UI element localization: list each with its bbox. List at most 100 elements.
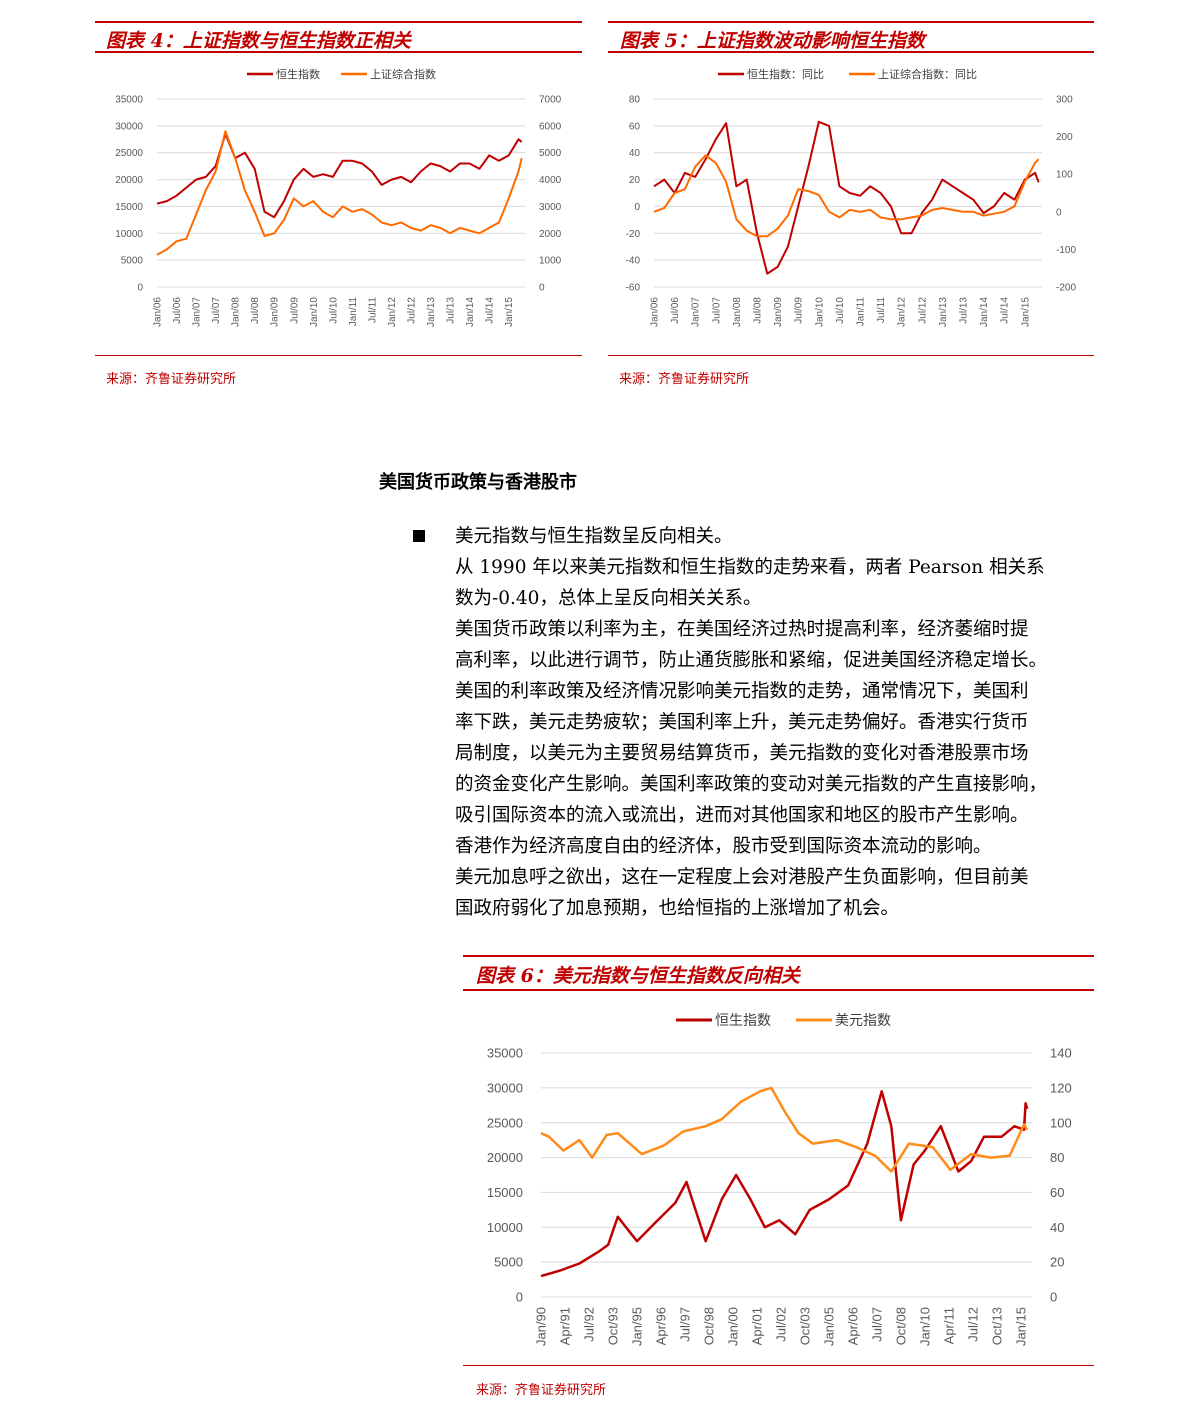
y-left-tick-label: 5000 — [121, 256, 144, 267]
x-tick-label: Jul/13 — [959, 297, 970, 324]
y-right-tick-label: -100 — [1056, 245, 1076, 256]
y-right-tick-label: 300 — [1056, 95, 1073, 106]
y-right-tick-label: 20 — [1050, 1255, 1064, 1270]
y-left-tick-label: 80 — [629, 95, 641, 106]
y-right-tick-label: 200 — [1056, 132, 1073, 143]
body-line: 数为-0.40，总体上呈反向相关关系。 — [455, 588, 762, 609]
x-tick-label: Jan/06 — [153, 297, 164, 327]
x-tick-label: Jan/07 — [691, 297, 702, 327]
x-tick-label: Jul/08 — [753, 297, 764, 324]
x-tick-label: Jan/05 — [821, 1307, 836, 1346]
x-tick-label: Oct/98 — [701, 1307, 716, 1345]
y-left-tick-label: -60 — [626, 283, 641, 294]
body-line: 率下跌，美元走势疲软；美国利率上升，美元走势偏好。香港实行货币 — [455, 712, 1029, 733]
x-tick-label: Jul/07 — [711, 297, 722, 324]
legend-label: 恒生指数：同比 — [747, 67, 824, 81]
x-tick-label: Jan/10 — [814, 297, 825, 327]
body-line: 吸引国际资本的流入或流出，进而对其他国家和地区的股市产生影响。 — [455, 805, 1029, 826]
x-tick-label: Apr/96 — [654, 1307, 669, 1345]
y-left-tick-label: -20 — [626, 229, 641, 240]
x-tick-label: Jul/07 — [211, 297, 222, 324]
fig5-source: 来源：齐鲁证券研究所 — [619, 372, 750, 387]
y-right-tick-label: 100 — [1056, 170, 1073, 181]
fig5-title: 图表 5：上证指数波动影响恒生指数 — [620, 30, 925, 52]
fig4-source: 来源：齐鲁证券研究所 — [106, 372, 237, 387]
series-line-2 — [540, 1086, 1029, 1173]
body-line: 国政府弱化了加息预期，也给恒指的上涨增加了机会。 — [455, 898, 900, 919]
series-line-1 — [540, 1090, 1029, 1278]
legend-label: 恒生指数 — [276, 67, 320, 81]
y-right-tick-label: 0 — [539, 283, 545, 294]
fig6-chart: 0 5000 10000 15000 20000 25000 30000 35000 0 20 40… — [487, 1012, 1072, 1346]
y-left-tick-label: 5000 — [494, 1255, 523, 1270]
y-left-tick-label: 0 — [516, 1290, 523, 1305]
body-line: 美国的利率政策及经济情况影响美元指数的走势，通常情况下，美国利 — [455, 681, 1029, 702]
x-tick-label: Apr/01 — [749, 1307, 764, 1345]
y-right-tick-label: 3000 — [539, 202, 562, 213]
y-right-tick-label: 80 — [1050, 1150, 1064, 1165]
y-left-tick-label: 20000 — [487, 1150, 523, 1165]
bullet-square-icon — [413, 530, 425, 542]
x-tick-label: Jan/08 — [732, 297, 743, 327]
x-tick-label: Jul/08 — [250, 297, 261, 324]
y-left-tick-label: 60 — [629, 121, 641, 132]
body-line: 美国货币政策以利率为主，在美国经济过热时提高利率，经济萎缩时提 — [455, 619, 1029, 640]
y-left-tick-label: 15000 — [487, 1185, 523, 1200]
series-line-1 — [156, 132, 523, 219]
x-tick-label: Jan/15 — [504, 297, 515, 327]
body-line: 高利率，以此进行调节，防止通货膨胀和紧缩，促进美国经济稳定增长。 — [455, 650, 1048, 671]
x-tick-label: Apr/06 — [845, 1307, 860, 1345]
y-left-tick-label: 40 — [629, 148, 641, 159]
body-line: 从 1990 年以来美元指数和恒生指数的走势来看，两者 Pearson 相关系 — [455, 557, 1045, 578]
x-tick-label: Jul/12 — [407, 297, 418, 324]
y-right-tick-label: 5000 — [539, 148, 562, 159]
x-tick-label: Jul/09 — [794, 297, 805, 324]
x-tick-label: Jan/09 — [773, 297, 784, 327]
legend-label: 美元指数 — [835, 1012, 891, 1028]
section-title: 美国货币政策与香港股市 — [379, 472, 577, 493]
y-right-tick-label: -200 — [1056, 283, 1076, 294]
fig5-chart: -60-40-20020406080-200-1000100200300Jan/… — [626, 67, 1077, 327]
y-left-tick-label: 10000 — [115, 229, 143, 240]
x-tick-label: Jan/09 — [270, 297, 281, 327]
x-tick-label: Apr/11 — [941, 1307, 956, 1344]
fig5-top-rule-bottom — [608, 51, 1094, 53]
fig5-bottom-rule — [608, 355, 1094, 356]
y-left-tick-label: 25000 — [115, 148, 143, 159]
x-tick-label: Jan/10 — [917, 1307, 932, 1346]
y-left-tick-label: 30000 — [115, 121, 143, 132]
body-line: 局制度，以美元为主要贸易结算货币，美元指数的变化对香港股票市场 — [455, 743, 1029, 764]
x-tick-label: Jan/15 — [1020, 297, 1031, 327]
y-right-tick-label: 100 — [1050, 1115, 1072, 1130]
x-tick-label: Jan/13 — [938, 297, 949, 327]
fig4-top-rule — [95, 21, 582, 23]
fig4-bottom-rule — [95, 355, 582, 356]
y-right-tick-label: 2000 — [539, 229, 562, 240]
y-right-tick-label: 4000 — [539, 175, 562, 186]
fig6-source: 来源：齐鲁证券研究所 — [476, 1383, 607, 1398]
fig4-title: 图表 4：上证指数与恒生指数正相关 — [106, 30, 411, 52]
x-tick-label: Jul/10 — [835, 297, 846, 324]
legend-label: 恒生指数 — [715, 1012, 771, 1028]
x-tick-label: Jan/11 — [856, 297, 867, 327]
x-tick-label: Jul/11 — [367, 297, 378, 323]
x-tick-label: Jul/02 — [773, 1307, 788, 1342]
y-right-tick-label: 140 — [1050, 1046, 1072, 1061]
fig6-top-rule — [463, 955, 1094, 957]
y-left-tick-label: 15000 — [115, 202, 143, 213]
fig6-bottom-rule — [463, 1365, 1094, 1366]
y-right-tick-label: 7000 — [539, 95, 562, 106]
x-tick-label: Jul/06 — [670, 297, 681, 324]
x-tick-label: Jul/06 — [172, 297, 183, 324]
x-tick-label: Jul/11 — [876, 297, 887, 323]
y-right-tick-label: 120 — [1050, 1080, 1072, 1095]
y-left-tick-label: 10000 — [487, 1220, 523, 1235]
x-tick-label: Jan/06 — [650, 297, 661, 327]
body-line: 香港作为经济高度自由的经济体，股市受到国际资本流动的影响。 — [455, 836, 992, 857]
x-tick-label: Jan/90 — [534, 1307, 549, 1346]
y-left-tick-label: -40 — [626, 256, 641, 267]
fig6-title: 图表 6：美元指数与恒生指数反向相关 — [476, 965, 800, 987]
x-tick-label: Jul/10 — [328, 297, 339, 324]
y-right-tick-label: 60 — [1050, 1185, 1064, 1200]
y-left-tick-label: 0 — [634, 202, 640, 213]
